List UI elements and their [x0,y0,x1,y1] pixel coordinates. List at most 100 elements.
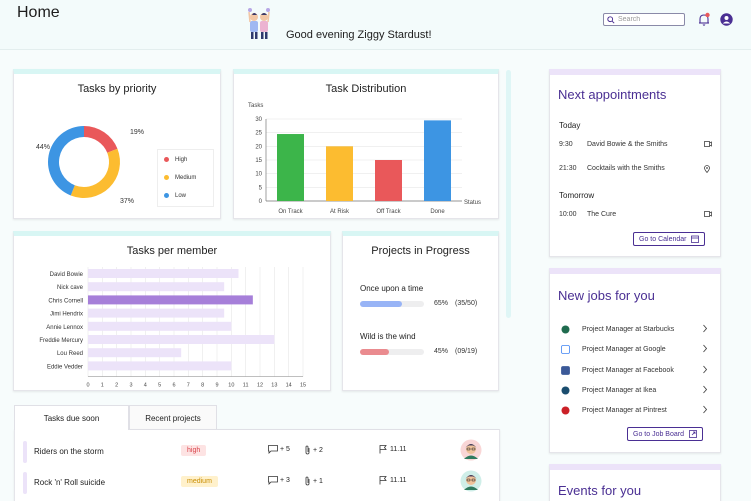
x-tick-label: 13 [271,383,277,389]
today-label: Today [559,121,581,130]
member-bar [88,295,253,305]
member-bar [88,348,182,358]
chevron-right-icon [702,344,708,355]
task-due-date: 11.11 [379,445,406,454]
task-accent-bar [23,441,27,463]
project-count: (09/19) [455,348,478,355]
member-bar [88,282,225,292]
avatar[interactable] [460,439,482,461]
task-distribution-title: Task Distribution [325,83,407,95]
task-attachments: + 1 [304,476,323,486]
x-tick-label: At Risk [330,209,350,215]
tasks-by-priority-title: Tasks by priority [77,83,157,95]
x-tick-label: 6 [172,383,175,389]
task-distribution-bar-chart: 0 5 10 15 20 25 30 Tasks Status On Track At Risk Of… [248,103,481,215]
events-card: Events for you [549,464,721,501]
bar-off-track [375,160,402,201]
appointment-icon [704,141,712,149]
member-bar [88,361,232,371]
member-label: Chris Cornell [48,298,83,304]
x-tick-label: 10 [228,383,234,389]
tasks-panel [14,429,500,501]
next-appointments-card: Next appointments Today 9:30 David Bowie … [549,69,721,257]
project-progress-track [360,349,424,355]
project-name: Once upon a time [360,284,424,293]
google-icon [561,345,570,355]
location-icon [704,165,710,174]
x-tick-label: 7 [187,383,190,389]
member-bar [88,335,275,344]
project-progress-track [360,301,424,307]
x-tick-label: 4 [144,383,147,389]
job-label: Project Manager at Starbucks [582,326,675,333]
x-tick-label: 8 [201,383,204,389]
video-icon [704,211,712,217]
go-to-calendar-button[interactable]: Go to Calendar [633,232,706,246]
job-item[interactable]: Project Manager at Pintrest [561,405,709,419]
notification-bell-icon[interactable] [697,12,711,27]
appointment-name: The Cure [587,211,617,218]
legend-item-medium: Medium [164,175,196,181]
tab-recent-projects[interactable]: Recent projects [129,405,217,430]
legend-label-medium: Medium [175,175,197,182]
bar-on-track [277,134,304,201]
task-distribution-card: Task Distribution 0 5 10 15 20 25 30 Tasks Statu… [233,69,499,219]
go-to-job-board-label: Go to Job Board [633,430,684,438]
project-percent: 45% [434,348,449,355]
job-label: Project Manager at Google [582,346,666,354]
priority-badge: medium [181,476,218,487]
search-input[interactable] [618,16,678,23]
external-link-icon [689,430,697,438]
member-label: Freddie Mercury [39,338,83,344]
appointment-time: 10:00 [559,211,577,218]
task-row[interactable]: Rock 'n' Roll suicide medium + 3 + 1 11.11 [14,470,500,498]
task-accent-bar [23,472,27,494]
legend-item-low: Low [164,193,186,199]
task-comments: + 5 [268,445,290,454]
appointment-time: 9:30 [559,141,573,148]
member-label: Annie Lennox [46,325,83,331]
x-tick-label: Done [430,209,445,215]
go-to-calendar-label: Go to Calendar [639,235,687,243]
x-tick-label: On Track [278,209,303,215]
donut-label-high: 19% [130,129,144,136]
x-tick-label: 1 [101,383,104,389]
donut-slice-medium [70,148,120,199]
search-box[interactable] [603,13,685,26]
y-tick-label: 15 [255,158,262,164]
appointment-name: David Bowie & the Smiths [587,141,668,148]
member-label: Jimi Hendrix [50,312,83,318]
x-tick-label: 14 [286,383,292,389]
attachment-icon [305,476,310,486]
task-attachment-count: + 1 [313,477,323,485]
job-item[interactable]: Project Manager at Starbucks [561,324,709,338]
x-tick-label: 11 [243,383,249,389]
tab-tasks-due-soon[interactable]: Tasks due soon [14,405,129,430]
go-to-job-board-button[interactable]: Go to Job Board [627,427,703,441]
starbucks-icon [561,325,570,334]
job-item[interactable]: Project Manager at Ikea [561,385,709,399]
project-count: (35/50) [455,300,478,307]
flag-icon [379,445,387,454]
main-scrollbar[interactable] [506,70,511,318]
page-title: Home [17,4,60,21]
member-label: Nick cave [57,285,84,291]
pinterest-icon [561,406,570,415]
y-axis-label: Tasks [248,103,263,109]
avatar[interactable] [460,470,482,492]
job-item[interactable]: Project Manager at Google [561,344,709,358]
calendar-icon [691,235,700,243]
appointment-icon [704,165,710,175]
member-bar [88,269,239,278]
projects-in-progress-card: Projects in Progress Once upon a time 65%… [342,231,499,391]
user-profile-icon[interactable] [720,13,733,26]
task-attachment-count: + 2 [313,446,323,454]
priority-donut-chart: 19% 37% 44% [36,126,144,205]
y-tick-label: 30 [255,117,262,123]
attachment-icon [305,445,310,455]
task-row[interactable]: Riders on the storm high + 5 + 2 11.11 [14,439,500,467]
chevron-right-icon [702,324,708,335]
member-label: Lou Reed [57,351,83,357]
y-tick-label: 0 [259,199,263,205]
job-item[interactable]: Project Manager at Facebook [561,365,709,379]
